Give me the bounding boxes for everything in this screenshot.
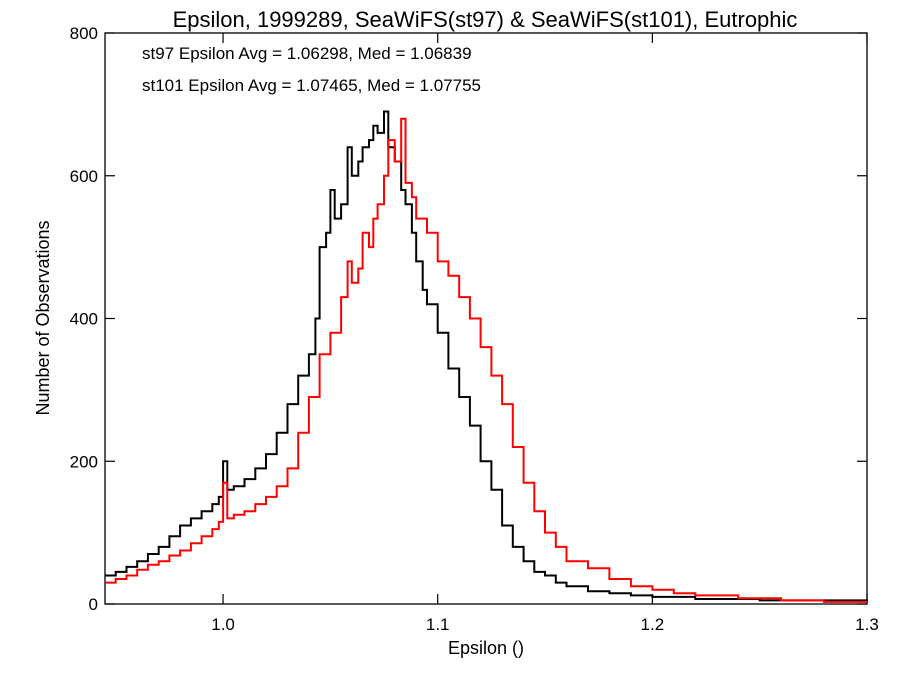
x-tick-label: 1.1 xyxy=(426,615,450,634)
y-tick-label: 800 xyxy=(70,24,98,43)
y-axis: 0 200 400 600 800 xyxy=(70,24,867,614)
y-axis-label: Number of Observations xyxy=(33,220,53,415)
annotation-st101: st101 Epsilon Avg = 1.07465, Med = 1.077… xyxy=(142,76,481,95)
y-tick-label: 400 xyxy=(70,310,98,329)
plot-frame xyxy=(104,32,868,605)
x-tick-label: 1.3 xyxy=(855,615,879,634)
y-tick-label: 0 xyxy=(89,595,98,614)
series-line-0 xyxy=(105,110,868,602)
series-line-1 xyxy=(105,117,868,603)
x-tick-label: 1.0 xyxy=(211,615,235,634)
x-axis: 1.0 1.1 1.2 1.3 xyxy=(211,33,879,634)
x-tick-label: 1.2 xyxy=(641,615,665,634)
chart-title: Epsilon, 1999289, SeaWiFS(st97) & SeaWiF… xyxy=(173,7,798,32)
annotation-st97: st97 Epsilon Avg = 1.06298, Med = 1.0683… xyxy=(142,44,472,63)
y-tick-label: 200 xyxy=(70,452,98,471)
series-layer xyxy=(105,110,868,603)
x-axis-label: Epsilon () xyxy=(448,638,524,658)
y-tick-label: 600 xyxy=(70,167,98,186)
